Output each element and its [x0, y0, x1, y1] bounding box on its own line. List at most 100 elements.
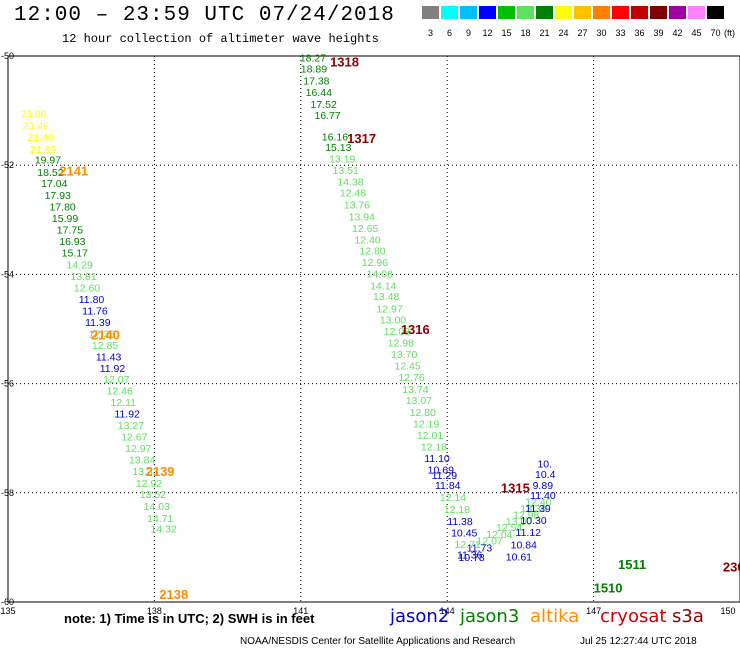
swh-value: 13.19	[329, 154, 355, 166]
swh-value: 16.44	[306, 87, 332, 99]
swh-value: 13.84	[129, 454, 155, 466]
swh-value: 14.71	[147, 513, 173, 525]
legend-jason3: jason3	[460, 606, 520, 627]
swh-value: 14.38	[337, 177, 363, 189]
swh-value: 12.14	[440, 492, 466, 504]
swh-value: 13.36	[520, 503, 546, 515]
swh-value: 12.36	[89, 328, 115, 340]
swh-value: 13.33	[132, 466, 158, 478]
swh-value: 12.92	[136, 478, 162, 490]
swh-value: 12.97	[125, 443, 151, 455]
swh-value: 11.84	[435, 480, 461, 492]
swh-value: 10.84	[511, 540, 537, 552]
swh-value: 13.81	[70, 271, 96, 283]
track-label: 1315	[501, 480, 530, 495]
swh-value: 11.12	[516, 527, 542, 539]
legend-jason2: jason2	[390, 606, 450, 627]
swh-value: 12.65	[352, 223, 378, 235]
swh-value: 11.38	[447, 516, 473, 528]
swh-value: 21.89	[30, 144, 56, 156]
lat-tick-label: -52	[1, 160, 14, 170]
scale-swatch	[650, 6, 667, 19]
scale-label: 9	[465, 28, 471, 38]
swh-value: 12.71	[455, 539, 481, 551]
swh-value: 11.39	[525, 503, 551, 515]
swh-value: 12.97	[376, 303, 402, 315]
legend-altika: altika	[530, 606, 580, 627]
swh-value: 12.40	[525, 497, 551, 509]
swh-value: 11.80	[79, 294, 105, 306]
swh-value: 12.46	[107, 386, 133, 398]
scale-label: 36	[634, 28, 645, 38]
scale-swatch	[536, 6, 553, 19]
scale-swatch	[555, 6, 572, 19]
lon-tick-label: 150	[720, 606, 735, 616]
track-label: 2139	[146, 464, 175, 479]
swh-value: 17.38	[303, 76, 329, 88]
track-label: 1511	[618, 557, 646, 572]
swh-value: 14.14	[370, 280, 396, 292]
swh-value: 12.11	[110, 397, 136, 409]
swh-value: 12.04	[486, 529, 512, 541]
scale-label: 21	[539, 28, 550, 38]
swh-value: 12.19	[413, 418, 439, 430]
swh-value: 16.93	[59, 236, 85, 248]
swh-value: 10.69	[428, 464, 454, 476]
swh-value: 11.76	[82, 305, 108, 317]
track-label: 1317	[347, 131, 376, 146]
scale-swatch	[631, 6, 648, 19]
swh-value: 11.39	[85, 317, 111, 329]
scale-swatch	[479, 6, 496, 19]
swh-value: 23.46	[23, 120, 49, 132]
swh-value: 11.92	[114, 409, 140, 421]
scale-label: 45	[691, 28, 702, 38]
scale-label: 42	[672, 28, 683, 38]
track-label: 1510	[594, 580, 623, 595]
swh-value: 11.43	[96, 351, 122, 363]
swh-value: 12.54	[496, 522, 522, 534]
axis-tick-labels: 135 138 141 144 147 150 -50 -52 -54 -56 -58 -60	[0, 51, 735, 616]
scale-swatch	[688, 6, 705, 19]
swh-value: 12.85	[92, 340, 118, 352]
scale-label: 70	[710, 28, 721, 38]
swh-value: 15.13	[325, 142, 351, 154]
swh-value: 12.01	[417, 430, 443, 442]
swh-value: 13.07	[406, 395, 432, 407]
swh-value: 19.97	[35, 155, 61, 167]
lon-tick-label: 141	[293, 606, 308, 616]
swh-value: 12.07	[103, 374, 129, 386]
swh-value: 23.88	[20, 108, 46, 120]
scale-swatch	[517, 6, 534, 19]
swh-value: 14.32	[150, 523, 176, 535]
scale-label: 15	[501, 28, 512, 38]
swh-value: 11.36	[457, 549, 483, 561]
scale-label: 39	[653, 28, 664, 38]
swh-value: 12.18	[421, 441, 447, 453]
swh-value: 12.98	[513, 510, 539, 522]
lon-tick-label: 144	[440, 606, 455, 616]
swh-value: 12.45	[394, 361, 420, 373]
legend-s3a: s3a	[672, 606, 704, 627]
lon-tick-label: 147	[586, 606, 601, 616]
lon-tick-label: 135	[0, 606, 15, 616]
swh-value: 13.74	[402, 384, 428, 396]
swh-value: 18.27	[300, 53, 326, 65]
lat-tick-label: -54	[1, 269, 14, 279]
swh-value: 13.00	[506, 516, 532, 528]
swh-value: 10.61	[506, 552, 532, 564]
page-title: 12:00 – 23:59 UTC 07/24/2018	[14, 4, 395, 27]
swh-value: 16.16	[322, 131, 348, 143]
scale-swatch	[422, 6, 439, 19]
scale-label: 12	[482, 28, 493, 38]
swh-value: 11.73	[467, 542, 493, 554]
scale-swatch	[498, 6, 515, 19]
swh-value: 13.76	[344, 200, 370, 212]
lat-tick-label: -50	[1, 51, 14, 61]
page-subtitle: 12 hour collection of altimeter wave hei…	[62, 32, 379, 46]
swh-value: 21.40	[28, 132, 54, 144]
scale-swatch	[460, 6, 477, 19]
scale-label: 6	[446, 28, 452, 38]
swh-value: 13.00	[380, 315, 406, 327]
track-labels: 1318 1317 1316 1315 2141 2140 2139 2138 1511 1510…	[59, 54, 740, 601]
swh-value: 17.52	[311, 99, 337, 111]
